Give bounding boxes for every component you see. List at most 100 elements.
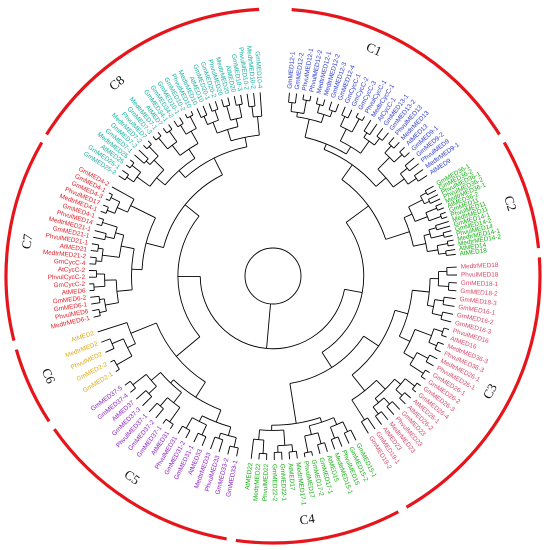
tree-branch: [447, 239, 454, 242]
tree-branch: [386, 406, 395, 415]
tree-branch: [363, 119, 372, 132]
tree-branch: [148, 385, 157, 394]
tree-branch: [414, 216, 428, 222]
tree-branch: [116, 355, 133, 366]
tree-branch: [399, 335, 411, 342]
tree-branch: [147, 140, 152, 145]
leaf-label-c7: GmCycC-4: [54, 258, 86, 267]
tree-branch: [98, 247, 104, 250]
tree-branch: [226, 105, 232, 121]
tree-branch: [425, 207, 437, 214]
tree-root: [244, 247, 302, 305]
tree-branch: [443, 327, 450, 330]
tree-branch: [350, 429, 357, 441]
tree-branch: [210, 436, 216, 450]
tree-branch: [341, 164, 353, 180]
tree-branch: [448, 244, 455, 247]
tree-branch: [253, 92, 256, 107]
tree-branch: [363, 137, 375, 146]
tree-branch: [428, 341, 437, 347]
leaf-label-c2: AtMED14: [459, 242, 488, 253]
tree-branch: [189, 116, 197, 129]
tree-branch: [304, 119, 310, 138]
tree-branch: [107, 209, 115, 214]
tree-branch: [393, 141, 400, 149]
leaf-label-c1: GmMED12-2: [294, 52, 306, 90]
clade-label-c4: C4: [299, 511, 317, 528]
tree-branch: [404, 152, 410, 158]
tree-branch: [360, 421, 369, 434]
tree-branch: [105, 302, 119, 306]
clade-label-c8: C8: [106, 72, 127, 93]
tree-branch: [227, 129, 232, 141]
tree-branch: [96, 223, 102, 227]
tree-branch: [184, 114, 188, 119]
tree-branch: [217, 126, 239, 134]
tree-branch: [399, 397, 406, 405]
tree-branch: [238, 104, 243, 118]
tree-branch: [202, 105, 208, 116]
tree-branch: [446, 253, 456, 256]
leaf-label-c7: PhvulCycC-2: [48, 274, 86, 281]
tree-branch: [412, 382, 418, 390]
clade-arcs: [4, 7, 542, 545]
tree-branch: [400, 173, 409, 185]
tree-branch: [175, 336, 201, 357]
leaf-label-c7: GmCycC-2: [53, 281, 85, 289]
tree-branch: [317, 444, 321, 455]
tree-branch: [115, 232, 124, 236]
tree-branch: [233, 96, 237, 106]
leaf-label-c3: PhvulMED18: [461, 271, 499, 278]
tree-branch: [142, 396, 153, 407]
tree-branch: [403, 329, 416, 354]
tree-branch: [374, 378, 395, 399]
tree-branch: [424, 200, 430, 205]
tree-branch: [108, 192, 113, 196]
tree-branch: [399, 392, 405, 399]
tree-branch: [90, 249, 98, 252]
tree-branch: [296, 116, 322, 123]
tree-branch: [195, 381, 206, 398]
tree-branch: [376, 135, 383, 141]
clade-arc-c6: [14, 349, 51, 423]
tree-branch: [105, 198, 110, 202]
tree-branch: [152, 136, 157, 141]
tree-branch: [442, 304, 455, 307]
tree-branch: [404, 157, 415, 166]
tree-branch: [94, 230, 107, 234]
tree-branch: [420, 195, 425, 204]
tree-branch: [156, 402, 164, 410]
tree-branch: [192, 417, 207, 426]
tree-branch: [190, 111, 194, 116]
tree-branch: [201, 436, 207, 446]
tree-branch: [420, 376, 426, 380]
tree-branch: [121, 245, 135, 250]
tree-branch: [431, 234, 444, 239]
tree-branch: [443, 230, 452, 234]
tree-branch: [369, 123, 378, 135]
clade-labels: C1 C2 C3 C4 C5 C6 C7 C8: [18, 39, 520, 528]
tree-branch: [428, 227, 437, 231]
tree-branch: [130, 322, 157, 334]
tree-branch: [143, 145, 148, 150]
tree-branch: [416, 352, 429, 359]
tree-branch: [436, 225, 451, 231]
tree-branch: [257, 116, 260, 136]
tree-branch: [97, 322, 128, 333]
tree-branch: [258, 429, 260, 440]
tree-branch: [185, 430, 191, 439]
tree-branch: [129, 380, 136, 389]
tree-branch: [155, 408, 164, 419]
tree-branch: [170, 379, 174, 384]
tree-branch: [221, 99, 225, 107]
tree-branch: [374, 138, 380, 146]
tree-branch: [448, 289, 457, 292]
tree-branch: [317, 104, 321, 113]
leaf-label-c7: AtCycC-2: [58, 266, 86, 274]
tree-branch: [184, 204, 200, 217]
tree-branch: [399, 146, 405, 153]
tree-branch: [343, 432, 350, 444]
tree-branch: [409, 352, 418, 365]
tree-branch: [169, 424, 174, 429]
leaf-label-c3: GmMED18-2: [460, 288, 498, 298]
